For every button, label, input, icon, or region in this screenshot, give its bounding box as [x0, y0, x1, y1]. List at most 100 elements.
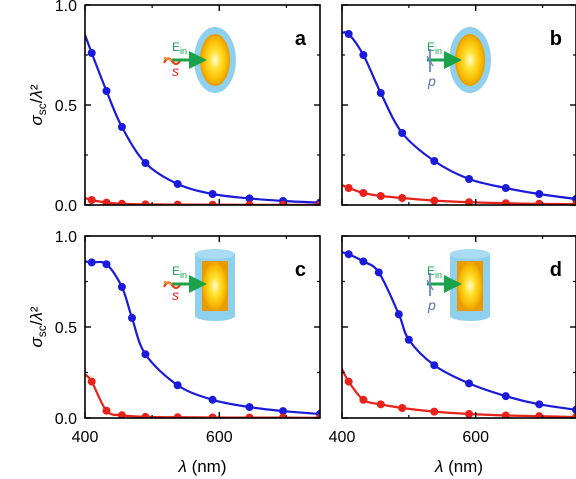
panel-letter: c [295, 259, 306, 281]
data-point [465, 175, 474, 183]
particle-shell-top [450, 249, 490, 259]
data-point [141, 412, 150, 418]
data-point [430, 407, 439, 416]
data-point [398, 403, 407, 412]
data-point [316, 200, 320, 205]
inset-diagram: Ein s [163, 27, 236, 93]
y-tick-label: 0.5 [55, 320, 77, 337]
data-point [572, 413, 576, 418]
polarization-wave [163, 57, 173, 61]
field-label: Ein [427, 40, 442, 56]
polarization-label: s [172, 287, 179, 303]
y-tick-label: 1.0 [55, 0, 77, 15]
panel-c: 0.0 0.5 1.0 400 600 λ (nm) σsc/λ² c Ein s [27, 229, 321, 476]
data-point [404, 335, 413, 344]
field-label: Ein [427, 264, 442, 280]
data-point [102, 198, 111, 205]
data-point [128, 313, 136, 322]
data-point [279, 200, 288, 205]
data-point [398, 129, 407, 137]
data-point [87, 49, 96, 57]
particle-core [200, 34, 230, 86]
polarization-vector [426, 55, 434, 67]
field-label: Ein [172, 40, 187, 56]
data-point [376, 400, 385, 409]
data-point [359, 257, 368, 266]
data-point [117, 123, 126, 131]
data-point [572, 200, 576, 205]
data-point [344, 184, 353, 192]
series-line-red [342, 183, 576, 205]
data-point [117, 282, 126, 291]
particle-core [202, 261, 228, 311]
data-point [465, 198, 474, 205]
data-point [535, 412, 544, 418]
panel-b: b Ein p [341, 4, 576, 206]
data-point [344, 250, 353, 259]
polarization-label: p [427, 297, 436, 313]
data-point [173, 200, 182, 205]
inset-diagram: Ein p [426, 249, 490, 321]
data-point [141, 200, 150, 205]
data-point [430, 196, 439, 205]
field-label: Ein [172, 264, 187, 280]
data-point [376, 89, 385, 97]
inset-diagram: Ein p [426, 27, 491, 93]
panel-d: 400 600 λ (nm) d Ein p [329, 235, 576, 476]
data-point [102, 87, 111, 95]
data-point [501, 411, 510, 418]
y-axis-label: σsc/λ² [27, 306, 49, 347]
data-point [245, 200, 254, 205]
series-line-blue [342, 31, 576, 201]
panel-a: 0.0 0.5 1.0 σsc/λ² a Ein s [27, 0, 321, 215]
data-point [344, 377, 353, 386]
data-point [465, 410, 474, 418]
data-point [359, 189, 368, 197]
data-point [245, 403, 254, 412]
data-point [208, 190, 217, 198]
y-tick-label: 1.0 [55, 229, 77, 246]
data-point [430, 361, 439, 370]
data-point [87, 377, 96, 386]
data-point [501, 199, 510, 205]
x-tick-label: 400 [329, 429, 356, 446]
data-point [501, 184, 510, 192]
data-point [117, 411, 126, 418]
series-line-red [342, 368, 576, 418]
data-point [245, 194, 254, 203]
data-point [245, 413, 254, 418]
data-point [572, 405, 576, 414]
data-point [117, 199, 126, 205]
data-point [173, 381, 182, 390]
particle-core [457, 261, 483, 311]
x-tick-label: 400 [72, 429, 99, 446]
data-point [173, 180, 182, 188]
particle-shell-bottom [450, 311, 490, 321]
y-tick-label: 0.0 [55, 198, 77, 215]
data-point [279, 413, 288, 418]
panel-letter: b [550, 28, 562, 50]
particle-core [455, 34, 485, 86]
particle-shell-bottom [195, 311, 235, 321]
x-axis-label: λ (nm) [177, 457, 226, 476]
x-tick-label: 600 [462, 429, 489, 446]
data-point [359, 395, 368, 404]
data-point [535, 199, 544, 205]
data-point [208, 413, 217, 418]
data-point [87, 258, 96, 267]
polarization-label: p [427, 73, 436, 89]
data-point [344, 30, 353, 38]
data-point [316, 413, 320, 418]
data-point [208, 200, 217, 205]
data-point [141, 350, 150, 359]
data-point [465, 379, 474, 388]
y-tick-label: 0.5 [55, 98, 77, 115]
panel-letter: d [550, 259, 562, 281]
data-point [359, 51, 368, 59]
polarization-wave [163, 281, 173, 285]
data-point [535, 400, 544, 409]
inset-diagram: Ein s [163, 249, 235, 321]
y-tick-label: 0.0 [55, 411, 77, 428]
polarization-label: s [172, 63, 179, 79]
